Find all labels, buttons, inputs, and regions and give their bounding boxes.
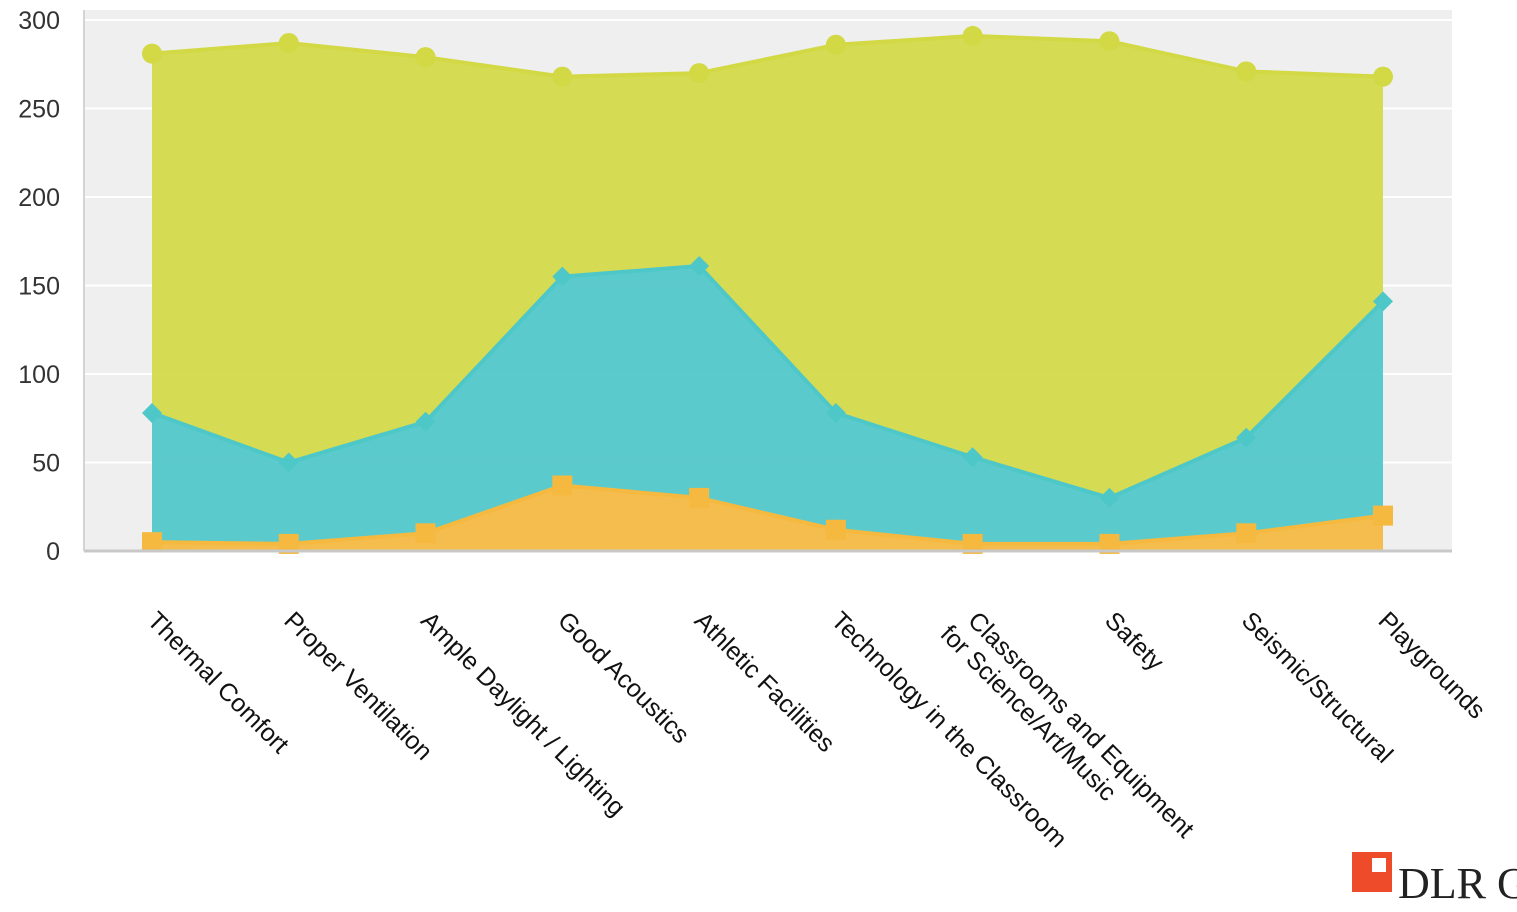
y-tick-labels: 0 50 100 150 200 250 300 — [18, 7, 60, 566]
x-tick-label: Seismic/Structural — [1236, 606, 1398, 768]
x-tick-label: Safety — [1099, 606, 1169, 676]
series-line-1 — [151, 264, 1385, 500]
data-point-marker — [142, 43, 162, 64]
data-point-marker — [689, 256, 710, 277]
data-point-marker — [415, 411, 436, 432]
x-tick-label: Classrooms and Equipmentfor Science/Art/… — [935, 599, 1200, 864]
data-point-marker — [1099, 31, 1120, 52]
series-areas — [152, 35, 1383, 551]
data-point-marker — [278, 533, 299, 554]
data-point-marker — [825, 519, 846, 540]
data-point-marker — [1236, 427, 1257, 448]
series-lines — [151, 33, 1385, 546]
y-tick-label: 200 — [18, 184, 60, 212]
series-area-0 — [152, 485, 1383, 551]
data-point-marker — [142, 402, 162, 423]
y-tick-label: 250 — [18, 96, 60, 124]
data-point-marker — [962, 25, 983, 46]
y-tick-label: 50 — [32, 450, 60, 478]
x-tick-label: Athletic Facilities — [689, 606, 840, 757]
data-point-marker — [962, 533, 983, 554]
series-area-1 — [152, 266, 1383, 544]
data-point-marker — [552, 475, 573, 496]
data-point-marker — [825, 34, 846, 55]
data-point-marker — [1373, 505, 1393, 526]
series-area-2 — [152, 35, 1383, 498]
data-point-marker — [689, 487, 710, 508]
x-tick-label: Thermal Comfort — [142, 606, 294, 758]
data-point-marker — [415, 47, 436, 68]
series-markers — [142, 25, 1393, 554]
logo-mark-icon — [1352, 852, 1392, 892]
y-tick-label: 300 — [18, 7, 60, 35]
series-line-0 — [151, 483, 1384, 546]
data-point-marker — [278, 452, 299, 473]
data-point-marker — [1099, 487, 1120, 508]
logo-text: DLR G — [1398, 859, 1517, 908]
y-tick-label: 150 — [18, 273, 60, 301]
data-point-marker — [1099, 533, 1120, 554]
y-tick-label: 100 — [18, 361, 60, 389]
data-point-marker — [278, 33, 299, 54]
x-tick-label: Proper Ventilation — [279, 606, 438, 765]
axes — [83, 10, 1452, 553]
company-logo: DLR G — [1352, 852, 1517, 912]
x-tick-label: Playgrounds — [1373, 606, 1491, 724]
data-point-marker — [689, 63, 710, 84]
data-point-marker — [1236, 523, 1257, 544]
data-point-marker — [142, 532, 162, 553]
data-point-marker — [1373, 66, 1393, 87]
data-point-marker — [552, 66, 573, 87]
x-tick-label: Good Acoustics — [552, 606, 695, 749]
series-line-2 — [151, 33, 1384, 79]
data-point-marker — [825, 402, 846, 423]
data-point-marker — [962, 447, 983, 468]
y-tick-label: 0 — [46, 538, 60, 566]
data-point-marker — [552, 266, 573, 287]
data-point-marker — [1236, 61, 1257, 82]
data-point-marker — [1373, 291, 1393, 312]
data-point-marker — [415, 523, 436, 544]
